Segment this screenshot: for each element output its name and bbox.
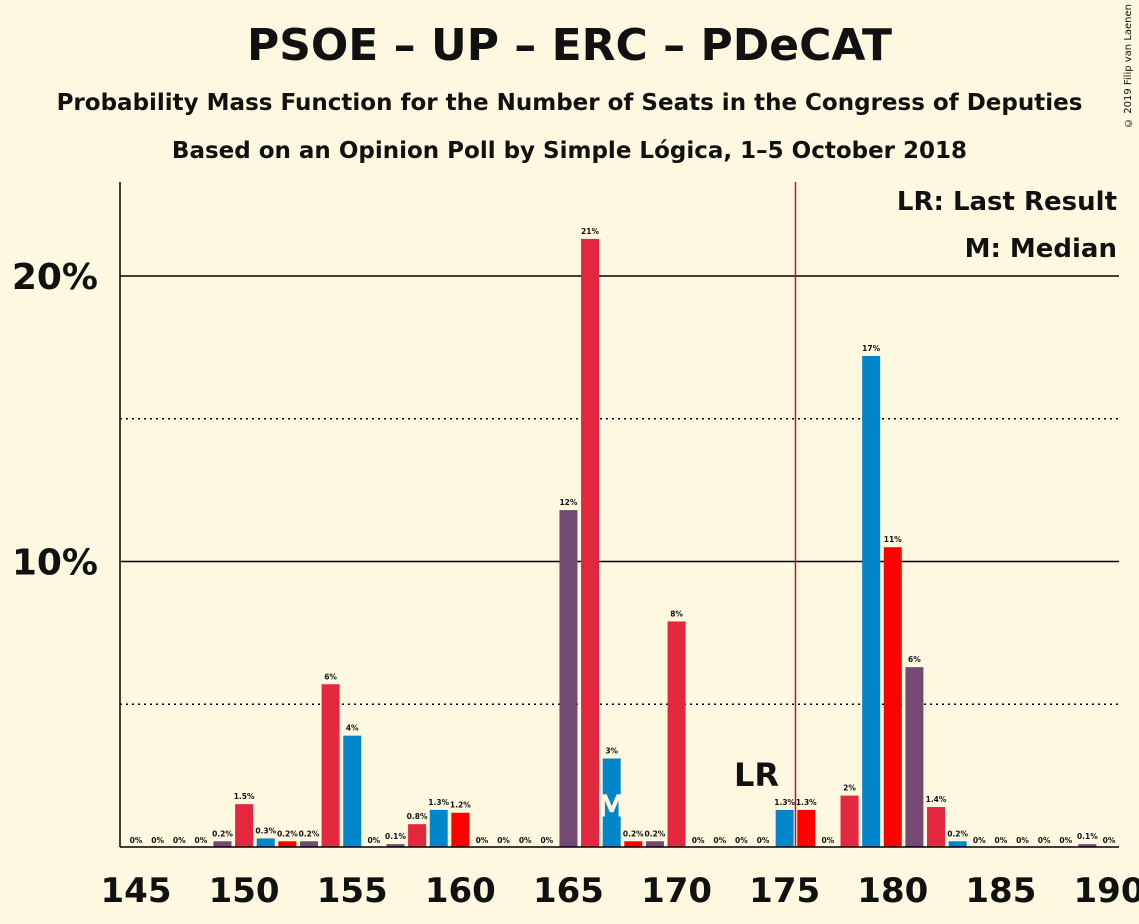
bar (213, 841, 232, 847)
bar (905, 667, 924, 847)
bar-value-label: 0% (713, 836, 726, 845)
bar-value-label: 0% (194, 836, 207, 845)
bar (883, 547, 902, 847)
bar (299, 841, 318, 847)
bar-value-label: 4% (346, 724, 359, 733)
bar-value-label: 0% (757, 836, 770, 845)
bar-value-label: 2% (843, 784, 856, 793)
bar (451, 812, 470, 847)
bar (840, 795, 859, 847)
bar-value-label: 21% (581, 227, 599, 236)
bar-value-label: 1.3% (428, 798, 449, 807)
bar-value-label: 1.4% (926, 795, 947, 804)
bar (321, 684, 340, 847)
x-tick-label: 180 (857, 871, 928, 911)
bar (235, 804, 254, 847)
bar-value-label: 8% (670, 609, 683, 618)
bar (927, 807, 946, 847)
bar-value-label: 0.1% (385, 832, 406, 841)
bar-value-label: 1.3% (774, 798, 795, 807)
median-marker: M (597, 789, 627, 824)
x-tick-label: 175 (749, 871, 820, 911)
bar (1078, 844, 1097, 847)
bar-value-label: 1.5% (234, 792, 255, 801)
y-tick-label: 20% (12, 257, 98, 298)
x-tick-label: 190 (1074, 871, 1139, 911)
x-tick-label: 185 (965, 871, 1036, 911)
bar (624, 841, 643, 847)
bar-value-label: 0% (735, 836, 748, 845)
bar-value-label: 0% (973, 836, 986, 845)
bar-value-label: 12% (559, 498, 577, 507)
bar-value-label: 1.3% (796, 798, 817, 807)
bar-value-label: 0% (151, 836, 164, 845)
bar-value-label: 0% (540, 836, 553, 845)
bar-value-label: 0% (497, 836, 510, 845)
bar (386, 844, 405, 847)
bar-value-label: 0.2% (947, 829, 968, 838)
bar-value-label: 0% (1103, 836, 1116, 845)
bar-value-label: 1.2% (450, 801, 471, 810)
bar (408, 824, 427, 847)
bar-value-label: 0% (1059, 836, 1072, 845)
chart-subtitle: Probability Mass Function for the Number… (56, 90, 1083, 116)
bar (581, 238, 600, 847)
bar-value-label: 6% (324, 672, 337, 681)
bar-value-label: 0% (1038, 836, 1051, 845)
bar-value-label: 17% (862, 344, 880, 353)
bar-value-label: 0.2% (212, 829, 233, 838)
bar (797, 809, 816, 847)
x-tick-label: 155 (317, 871, 388, 911)
chart-title: PSOE – UP – ERC – PDeCAT (246, 20, 893, 71)
bar (559, 510, 578, 847)
bar-value-label: 0.2% (645, 829, 666, 838)
bar (948, 841, 967, 847)
bar-value-label: 11% (884, 535, 902, 544)
bar (256, 838, 275, 847)
bar-value-label: 0% (822, 836, 835, 845)
bar-value-label: 0.2% (299, 829, 320, 838)
bar (775, 809, 794, 847)
chart-subtitle-source: Based on an Opinion Poll by Simple Lógic… (171, 138, 968, 164)
bar-value-label: 0% (476, 836, 489, 845)
bar (278, 841, 297, 847)
bar-value-label: 0% (519, 836, 532, 845)
bar-value-label: 6% (908, 655, 921, 664)
bar-value-label: 0% (173, 836, 186, 845)
bar-value-label: 0.2% (623, 829, 644, 838)
bar-value-label: 0.1% (1077, 832, 1098, 841)
x-tick-label: 150 (209, 871, 280, 911)
bar (645, 841, 664, 847)
bar (602, 758, 621, 847)
bar-value-label: 0% (367, 836, 380, 845)
legend-entry: M: Median (965, 234, 1117, 264)
x-tick-label: 145 (101, 871, 172, 911)
bar-value-label: 0.8% (407, 812, 428, 821)
bar-value-label: 0.2% (277, 829, 298, 838)
last-result-marker: LR (734, 756, 779, 794)
bar-value-label: 3% (605, 746, 618, 755)
bar-value-label: 0% (692, 836, 705, 845)
y-tick-label: 10% (12, 543, 98, 584)
bar-value-label: 0.3% (255, 826, 276, 835)
bar (862, 355, 881, 847)
bar (667, 621, 686, 847)
bar-value-label: 0% (130, 836, 143, 845)
x-tick-label: 160 (425, 871, 496, 911)
x-tick-label: 170 (641, 871, 712, 911)
bar-value-label: 0% (995, 836, 1008, 845)
bar (343, 735, 362, 847)
bar-value-label: 0% (1016, 836, 1029, 845)
bar (429, 809, 448, 847)
x-tick-label: 165 (533, 871, 604, 911)
legend-entry: LR: Last Result (897, 187, 1117, 217)
